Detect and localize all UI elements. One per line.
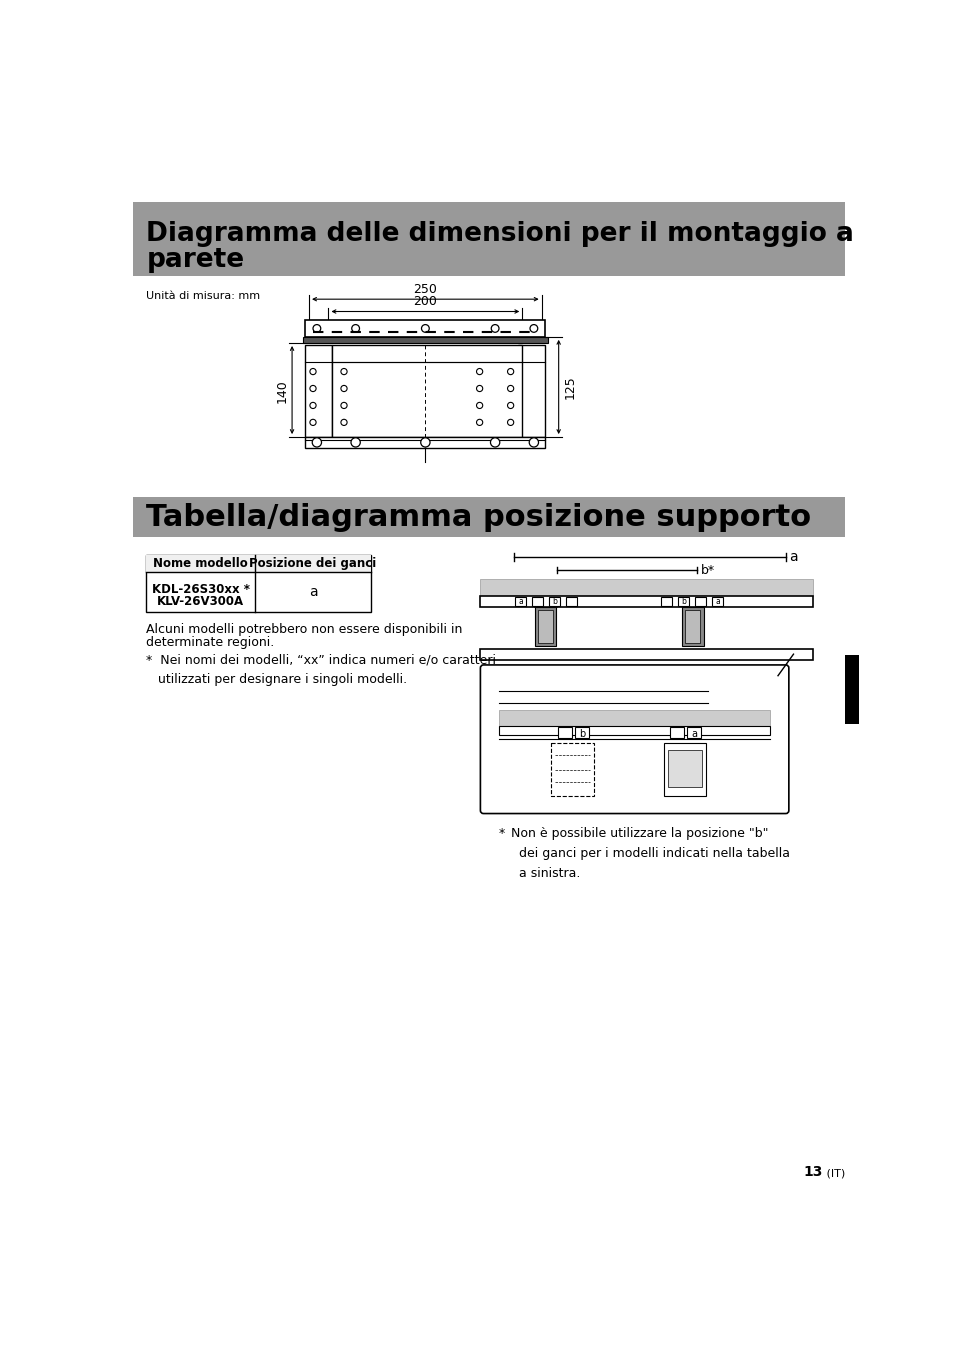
Bar <box>558 727 571 738</box>
Text: Posizione dei ganci: Posizione dei ganci <box>249 557 376 570</box>
Text: a: a <box>715 597 720 607</box>
Text: b: b <box>680 597 685 607</box>
Circle shape <box>340 403 347 408</box>
Text: Diagramma delle dimensioni per il montaggio a: Diagramma delle dimensioni per il montag… <box>146 220 853 247</box>
Bar <box>498 711 769 725</box>
Circle shape <box>310 369 315 374</box>
Text: 200: 200 <box>413 296 436 308</box>
Circle shape <box>507 385 513 392</box>
Circle shape <box>340 385 347 392</box>
Text: determinate regioni.: determinate regioni. <box>146 636 274 648</box>
Bar <box>695 597 705 607</box>
Circle shape <box>491 324 498 332</box>
Circle shape <box>421 324 429 332</box>
Text: (IT): (IT) <box>822 1169 844 1178</box>
Text: 250: 250 <box>413 284 436 296</box>
Bar <box>668 750 700 786</box>
Bar <box>684 611 700 643</box>
Bar <box>678 597 688 607</box>
Circle shape <box>310 385 315 392</box>
Bar <box>305 345 332 436</box>
Bar <box>305 320 545 336</box>
Text: parete: parete <box>146 247 244 273</box>
Circle shape <box>507 369 513 374</box>
Text: Unità di misura: mm: Unità di misura: mm <box>146 292 260 301</box>
Text: b*: b* <box>700 563 714 577</box>
Circle shape <box>507 419 513 426</box>
Bar <box>566 597 577 607</box>
Text: a: a <box>517 597 522 607</box>
Text: a: a <box>691 730 697 739</box>
Bar <box>660 597 671 607</box>
Text: Alcuni modelli potrebbero non essere disponibili in: Alcuni modelli potrebbero non essere dis… <box>146 623 462 635</box>
Bar <box>843 655 858 724</box>
Bar <box>711 597 722 607</box>
Text: 140: 140 <box>275 378 289 403</box>
Bar <box>670 727 683 738</box>
Bar <box>575 727 588 738</box>
Circle shape <box>530 324 537 332</box>
Text: Nome modello: Nome modello <box>153 557 248 570</box>
Text: Tabella/diagramma posizione supporto: Tabella/diagramma posizione supporto <box>146 503 811 531</box>
Text: a: a <box>309 585 317 598</box>
Text: a: a <box>789 550 798 565</box>
Bar <box>133 497 843 538</box>
Bar <box>146 555 371 612</box>
Circle shape <box>313 324 320 332</box>
Circle shape <box>310 403 315 408</box>
Circle shape <box>352 324 359 332</box>
Bar <box>686 727 700 738</box>
Text: KDL-26S30xx *: KDL-26S30xx * <box>152 582 250 596</box>
Circle shape <box>490 438 499 447</box>
Bar <box>332 345 521 436</box>
Circle shape <box>420 438 430 447</box>
Circle shape <box>476 385 482 392</box>
Bar <box>663 743 705 796</box>
Circle shape <box>529 438 537 447</box>
Circle shape <box>340 369 347 374</box>
Text: b: b <box>578 730 584 739</box>
Text: KLV-26V300A: KLV-26V300A <box>157 594 244 608</box>
Text: 125: 125 <box>562 376 576 399</box>
Circle shape <box>476 369 482 374</box>
Bar <box>479 580 812 596</box>
FancyBboxPatch shape <box>480 665 788 813</box>
Bar <box>515 597 525 607</box>
Bar <box>537 611 553 643</box>
Bar <box>498 725 769 735</box>
Bar <box>551 743 594 796</box>
Bar <box>146 555 371 571</box>
Bar <box>303 336 547 343</box>
Text: b: b <box>552 597 557 607</box>
Text: *: * <box>498 827 505 840</box>
Circle shape <box>312 438 321 447</box>
Text: 13: 13 <box>802 1165 822 1178</box>
Text: *  Nei nomi dei modelli, “xx” indica numeri e/o caratteri
   utilizzati per desi: * Nei nomi dei modelli, “xx” indica nume… <box>146 654 496 686</box>
Circle shape <box>340 419 347 426</box>
Bar <box>532 597 542 607</box>
Circle shape <box>476 419 482 426</box>
Bar <box>479 596 812 607</box>
Bar <box>133 203 843 276</box>
Bar <box>549 597 559 607</box>
Circle shape <box>476 403 482 408</box>
Circle shape <box>351 438 360 447</box>
Circle shape <box>310 419 315 426</box>
Bar <box>534 607 556 646</box>
Text: Non è possibile utilizzare la posizione "b"
   dei ganci per i modelli indicati : Non è possibile utilizzare la posizione … <box>506 827 789 881</box>
Bar <box>517 345 545 436</box>
Bar <box>305 436 545 447</box>
Bar <box>479 648 812 659</box>
Circle shape <box>507 403 513 408</box>
Bar <box>681 607 703 646</box>
